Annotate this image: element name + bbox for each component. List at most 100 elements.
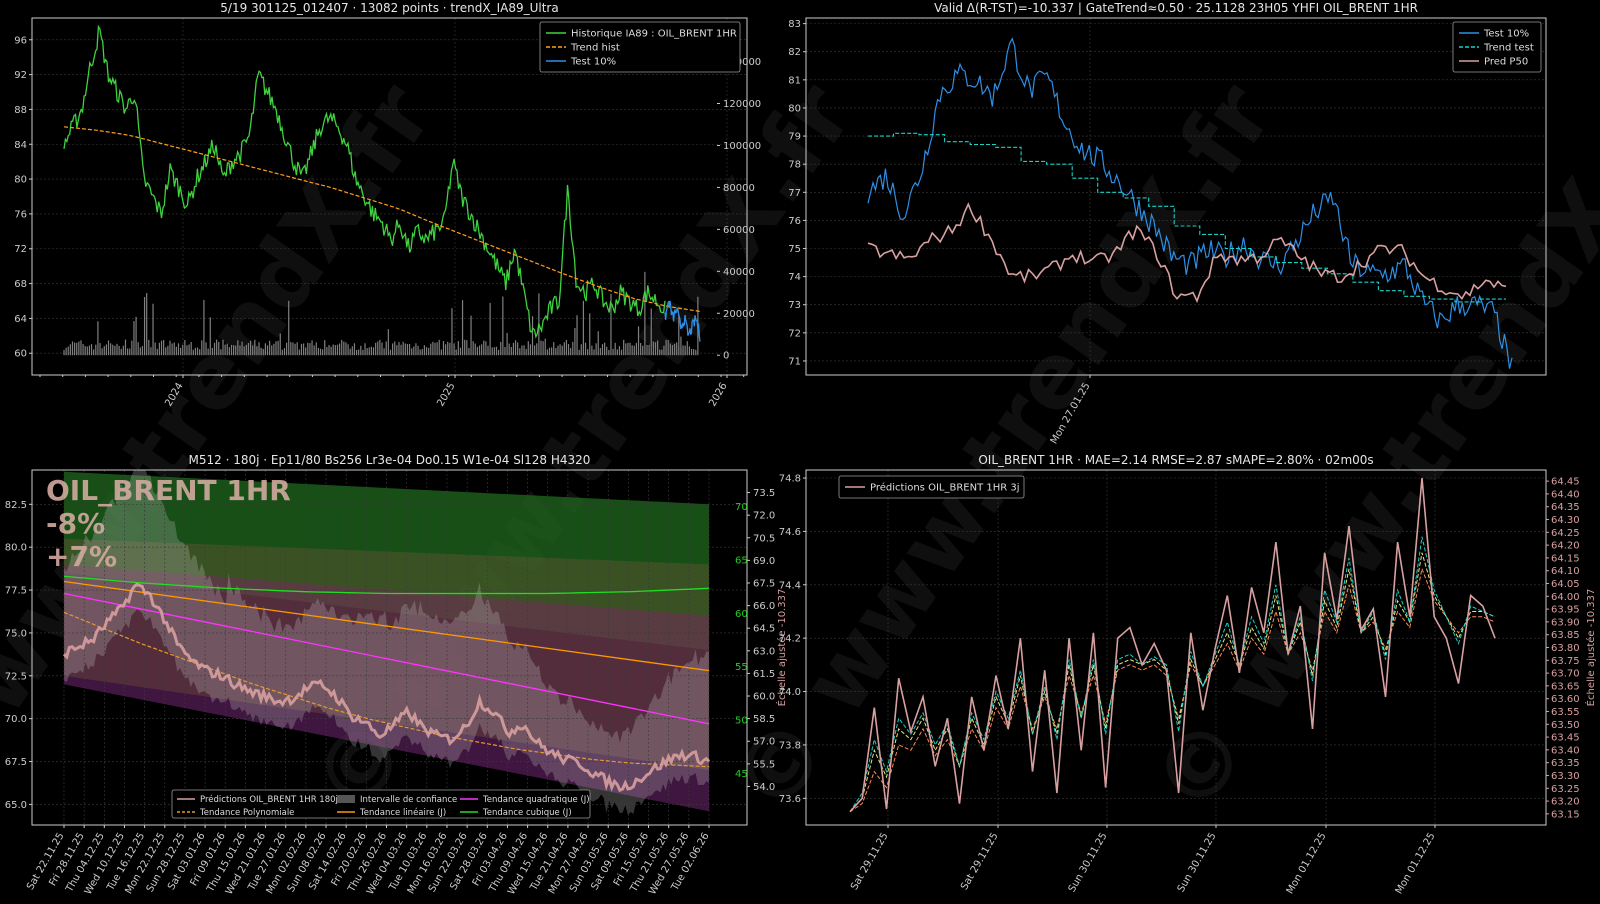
y-tick-label: 96 <box>14 35 27 46</box>
y-tick-label: 82.5 <box>5 500 27 511</box>
y-right-tick-label: 40000 <box>723 267 755 278</box>
overlay-text: OIL_BRENT 1HR <box>46 474 291 507</box>
y-tick-label: 72 <box>788 328 801 339</box>
y-right-axis-label: Échelle ajustée -10.337 <box>1584 589 1597 707</box>
y-right-tick-label: 63.80 <box>1551 643 1580 654</box>
y-right-tick-label: 54.0 <box>753 782 775 793</box>
series-tendance-cubique <box>63 575 710 595</box>
series-quantile <box>849 536 1496 812</box>
y-right-tick-label: 63.70 <box>1551 669 1580 680</box>
y-right-tick-label: 63.85 <box>1551 630 1580 641</box>
y-tick-label: 84 <box>14 140 27 151</box>
y-right-tick-label: 120000 <box>723 99 761 110</box>
y-tick-label: 74.0 <box>779 687 801 698</box>
y-tick-label: 68 <box>14 279 27 290</box>
legend-label: Tendance Polynomiale <box>199 808 294 818</box>
chart-title: 5/19 301125_012407 · 13082 points · tren… <box>220 1 558 15</box>
y-tick-label: 80.0 <box>5 543 27 554</box>
y-right-tick-label: 63.95 <box>1551 605 1580 616</box>
y-right-tick-label: 64.25 <box>1551 528 1580 539</box>
y-right-tick-label: 67.5 <box>753 578 775 589</box>
y-green-tick-label: 70 <box>735 502 748 513</box>
series-tendance-lineaire <box>63 580 710 672</box>
legend-box <box>1452 21 1542 73</box>
y-right-tick-label: 58.5 <box>753 714 775 725</box>
y-right-tick-label: 63.25 <box>1551 784 1580 795</box>
y-right-tick-label: 63.65 <box>1551 681 1580 692</box>
chart-title: OIL_BRENT 1HR · MAE=2.14 RMSE=2.87 sMAPE… <box>978 453 1373 467</box>
y-right-tick-label: 63.15 <box>1551 809 1580 820</box>
y-tick-label: 73.8 <box>779 740 801 751</box>
chart-title: Valid Δ(R-TST)=-10.337 | GateTrend≈0.50 … <box>934 1 1418 15</box>
series-pred-p50 <box>867 202 1507 304</box>
series-predictions-3j <box>849 477 1496 813</box>
y-right-tick-label: 64.05 <box>1551 579 1580 590</box>
y-right-tick-label: 55.5 <box>753 759 775 770</box>
y-right-tick-label: 64.00 <box>1551 592 1580 603</box>
series-predictions <box>62 582 711 793</box>
y-right-tick-label: 64.30 <box>1551 515 1580 526</box>
y-tick-label: 75 <box>788 244 801 255</box>
y-right-tick-label: 69.0 <box>753 556 775 567</box>
y-right-axis-label: Échelle ajustée -10.337 <box>775 589 788 707</box>
y-right-tick-label: 63.90 <box>1551 617 1580 628</box>
y-right-tick-label: 63.20 <box>1551 797 1580 808</box>
y-tick-label: 71 <box>788 356 801 367</box>
legend-box <box>171 789 591 819</box>
y-right-tick-label: 72.0 <box>753 511 775 522</box>
plot-frame <box>805 17 1547 376</box>
y-right-tick-label: 64.20 <box>1551 541 1580 552</box>
y-green-tick-label: 65 <box>735 555 748 566</box>
legend-label: Test 10% <box>1483 29 1529 40</box>
y-right-tick-label: 63.40 <box>1551 745 1580 756</box>
y-tick-label: 73.6 <box>779 794 801 805</box>
legend-swatch <box>337 795 355 803</box>
y-tick-label: 72 <box>14 244 27 255</box>
y-tick-label: 78 <box>788 160 801 171</box>
legend-label: Tendance cubique (J) <box>482 808 572 818</box>
y-tick-label: 72.5 <box>5 671 27 682</box>
y-tick-label: 70.0 <box>5 714 27 725</box>
y-tick-label: 82 <box>788 47 801 58</box>
y-tick-label: 77 <box>788 188 801 199</box>
y-right-tick-label: 64.5 <box>753 624 775 635</box>
y-tick-label: 74.6 <box>779 527 801 538</box>
series-test <box>664 300 701 342</box>
y-green-tick-label: 45 <box>735 769 748 780</box>
series-tendance-polynomiale <box>63 611 710 768</box>
legend-label: Tendance linéaire (J) <box>359 807 446 818</box>
legend-label: Prédictions OIL_BRENT 1HR 180j <box>200 794 338 805</box>
y-green-tick-label: 50 <box>735 716 748 727</box>
y-tick-label: 83 <box>788 19 801 30</box>
x-tick-label: Mon 01.12.25 <box>1285 831 1329 896</box>
series-historique <box>63 24 666 339</box>
y-right-tick-label: 63.45 <box>1551 733 1580 744</box>
chart-title: M512 · 180j · Ep11/80 Bs256 Lr3e-04 Do0.… <box>189 453 591 467</box>
series-tendance-quadratique <box>63 592 710 725</box>
legend-label: Prédictions OIL_BRENT 1HR 3j <box>870 482 1020 494</box>
y-tick-label: 75.0 <box>5 628 27 639</box>
y-tick-label: 80 <box>14 175 27 186</box>
y-tick-label: 80 <box>788 103 801 114</box>
y-right-tick-label: 63.60 <box>1551 694 1580 705</box>
y-tick-label: 65.0 <box>5 800 27 811</box>
y-tick-label: 67.5 <box>5 757 27 768</box>
y-right-tick-label: 70.5 <box>753 533 775 544</box>
y-right-tick-label: 57.0 <box>753 737 775 748</box>
y-tick-label: 64 <box>14 314 27 325</box>
y-right-tick-label: 100000 <box>723 141 761 152</box>
legend-label: Test 10% <box>570 57 616 68</box>
series-trend-hist <box>63 126 701 312</box>
y-tick-label: 60 <box>14 349 27 360</box>
y-right-tick-label: 60.0 <box>753 692 775 703</box>
y-right-tick-label: 66.0 <box>753 601 775 612</box>
plot-frame <box>31 469 748 826</box>
y-right-tick-label: 20000 <box>723 309 755 320</box>
y-right-tick-label: 140000 <box>723 57 761 68</box>
y-tick-label: 74.2 <box>779 634 801 645</box>
x-tick-label: Sun 30.11.25 <box>1176 831 1219 894</box>
legend-box <box>838 475 1025 499</box>
y-tick-label: 88 <box>14 105 27 116</box>
